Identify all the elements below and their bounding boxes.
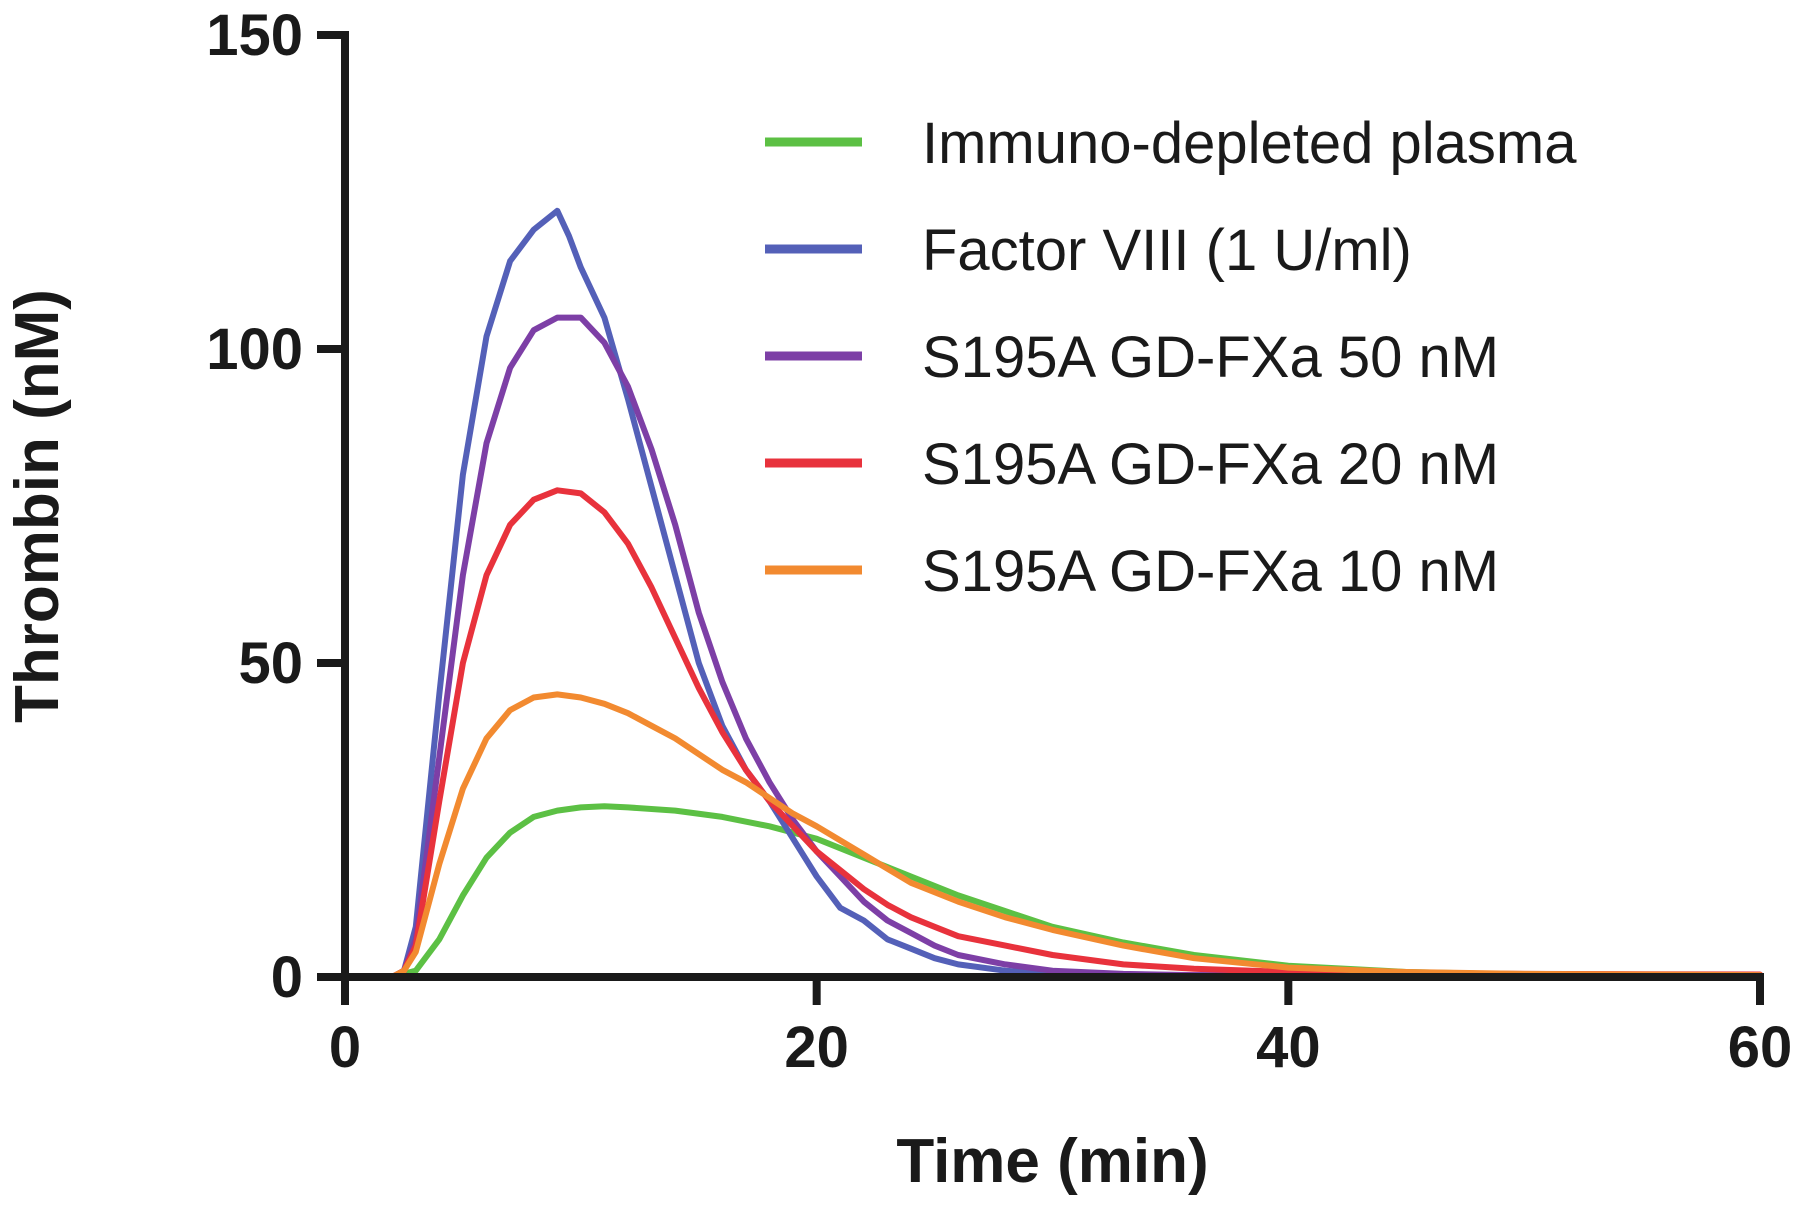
series-line-2: [342, 314, 1763, 980]
legend-label-0: Immuno-depleted plasma: [922, 111, 1577, 176]
axes-layer: [341, 31, 1764, 981]
y-tick-label: 50: [238, 631, 303, 696]
x-axis-title: Time (min): [896, 1127, 1208, 1196]
series-layer: [342, 207, 1763, 980]
y-axis-title: Thrombin (nM): [3, 289, 72, 723]
y-tick-label: 150: [206, 3, 303, 68]
legend-label-2: S195A GD-FXa 50 nM: [922, 325, 1499, 390]
legend-label-3: S195A GD-FXa 20 nM: [922, 432, 1499, 497]
y-tick-label: 100: [206, 317, 303, 382]
series-line-3: [342, 487, 1763, 980]
series-line-0: [342, 803, 1763, 980]
x-tick-label: 60: [1728, 1015, 1793, 1080]
x-tick-label: 20: [784, 1015, 849, 1080]
x-tick-label: 40: [1256, 1015, 1321, 1080]
x-tick-label: 0: [329, 1015, 361, 1080]
series-line-4: [342, 691, 1763, 980]
legend: Immuno-depleted plasma Factor VIII (1 U/m…: [765, 111, 1577, 604]
series-line-1: [342, 207, 1763, 980]
y-tick-label: 0: [271, 945, 303, 1010]
legend-label-1: Factor VIII (1 U/ml): [922, 218, 1412, 283]
legend-label-4: S195A GD-FXa 10 nM: [922, 539, 1499, 604]
ticks-layer: 0 50 100 150 0 20 40 60: [206, 3, 1792, 1080]
